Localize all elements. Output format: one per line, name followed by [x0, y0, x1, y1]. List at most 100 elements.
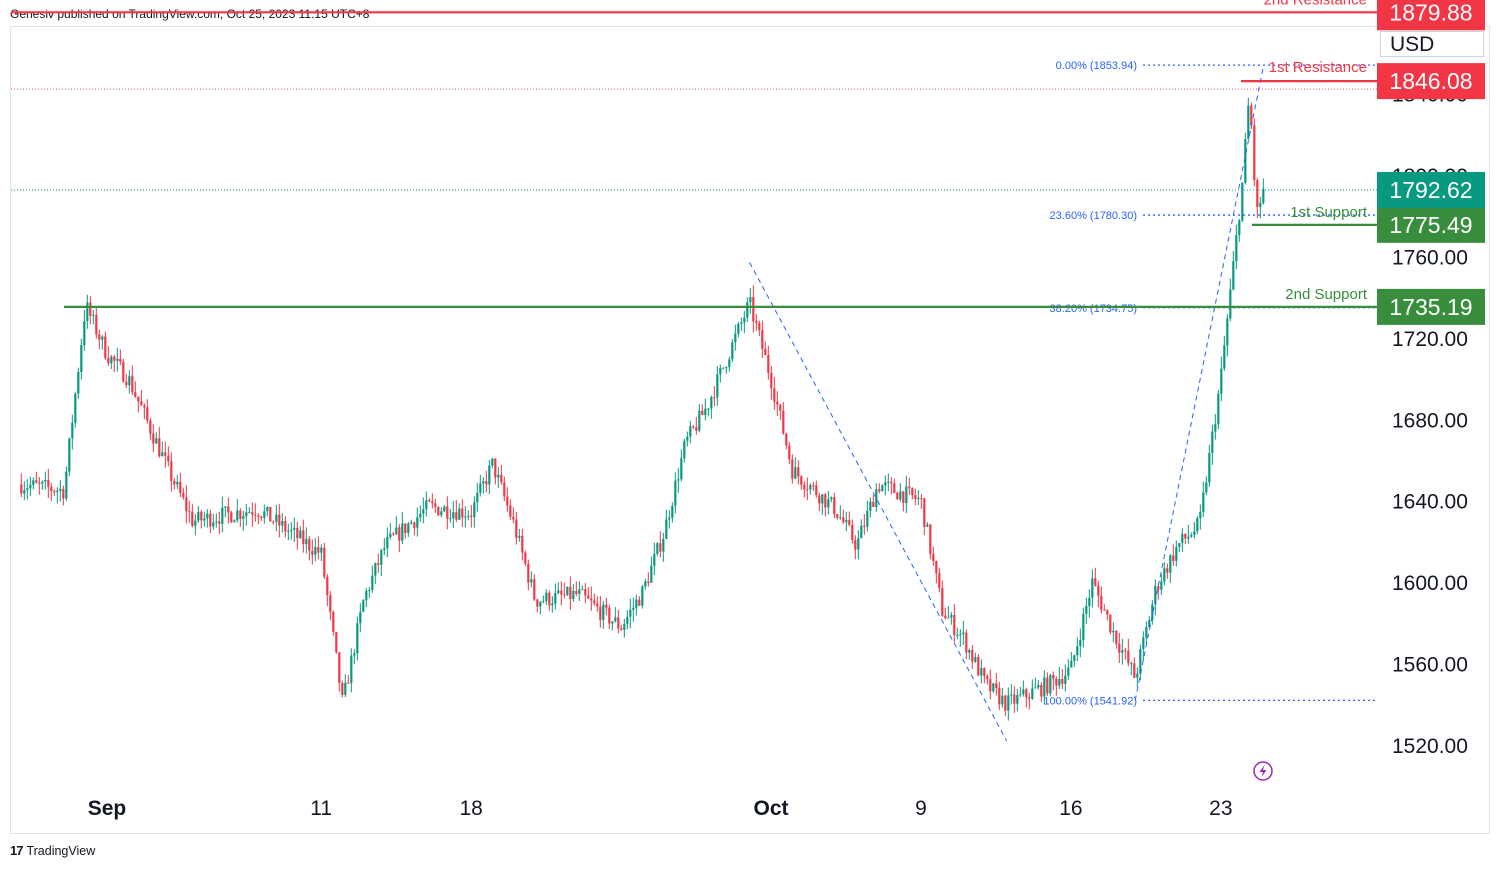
- candle-body: [680, 458, 683, 480]
- candle-body: [851, 524, 854, 541]
- candle: [308, 535, 311, 561]
- candle-body: [788, 445, 791, 460]
- candle: [1076, 637, 1079, 662]
- candle: [86, 294, 89, 329]
- candle: [335, 631, 338, 654]
- candle: [677, 467, 680, 493]
- candle-body: [1157, 586, 1160, 590]
- candle: [722, 367, 725, 370]
- candle-body: [377, 563, 380, 565]
- candle-body: [347, 682, 350, 684]
- candle-body: [1217, 393, 1220, 425]
- candle: [905, 475, 908, 514]
- price-tags: 1879.88 1846.08 1775.49 1735.19 1792.62: [1377, 0, 1485, 325]
- level-label: 2nd Support: [1285, 286, 1368, 303]
- candle: [398, 524, 401, 553]
- candle: [947, 606, 950, 619]
- candle-body: [1022, 689, 1025, 695]
- candle: [1178, 543, 1181, 553]
- candle: [956, 627, 959, 640]
- candle-body: [812, 485, 815, 487]
- candle-body: [356, 623, 359, 654]
- candle: [215, 513, 218, 528]
- candle-body: [254, 514, 257, 516]
- candle: [725, 366, 728, 374]
- candle-body: [524, 552, 527, 564]
- tradingview-logo[interactable]: 17 TradingView: [10, 843, 95, 858]
- candle-body: [173, 480, 176, 485]
- candle: [305, 527, 308, 554]
- candle: [563, 582, 566, 599]
- candle-body: [743, 317, 746, 323]
- candle-body: [1067, 667, 1070, 676]
- candle: [641, 584, 644, 609]
- candle-body: [422, 509, 425, 514]
- replay-lightning-icon[interactable]: [1253, 761, 1273, 781]
- candle: [26, 479, 29, 500]
- candle: [311, 539, 314, 565]
- chart-frame[interactable]: [10, 26, 1490, 834]
- candle: [482, 477, 485, 494]
- candle-body: [203, 518, 206, 521]
- candle-body: [1196, 518, 1199, 532]
- candle: [323, 542, 326, 580]
- candle: [686, 431, 689, 447]
- candle: [665, 509, 668, 540]
- candle-body: [959, 634, 962, 636]
- candle: [53, 489, 56, 496]
- candle: [1151, 600, 1154, 625]
- candle-body: [404, 523, 407, 534]
- candle: [1130, 661, 1133, 676]
- candle: [1208, 445, 1211, 488]
- candle: [791, 454, 794, 484]
- candle-body: [596, 603, 599, 607]
- candle: [1040, 682, 1043, 703]
- candle: [1232, 251, 1235, 291]
- currency-selector[interactable]: USD: [1380, 31, 1484, 57]
- candle: [509, 499, 512, 520]
- candle: [1154, 579, 1157, 616]
- candle-body: [605, 604, 608, 608]
- candle: [716, 366, 719, 406]
- candle: [479, 474, 482, 497]
- candle: [935, 560, 938, 584]
- candle-body: [1184, 533, 1187, 539]
- candle: [974, 652, 977, 664]
- candle: [908, 477, 911, 495]
- candle-body: [188, 511, 191, 513]
- candle: [173, 478, 176, 490]
- candle: [701, 404, 704, 416]
- candle-body: [842, 517, 845, 523]
- candle-body: [1112, 630, 1115, 633]
- candle: [821, 493, 824, 515]
- candle: [782, 402, 785, 435]
- candle: [734, 324, 737, 351]
- candle: [737, 321, 740, 338]
- candle-body: [383, 548, 386, 551]
- candle-body: [1061, 679, 1064, 684]
- candle: [452, 501, 455, 529]
- y-tick-label: 1600.00: [1392, 572, 1468, 595]
- candle-body: [467, 515, 470, 517]
- candle-body: [35, 480, 38, 483]
- candle: [902, 490, 905, 512]
- candle-body: [1040, 684, 1043, 697]
- candle: [593, 593, 596, 606]
- candle-body: [1244, 139, 1247, 183]
- x-axis[interactable]: Sep 11 18 Oct 9 16 23: [88, 797, 1233, 820]
- candle: [656, 542, 659, 556]
- candle-body: [44, 480, 47, 482]
- candle: [707, 407, 710, 417]
- y-axis[interactable]: 1520.00 1560.00 1600.00 1640.00 1680.00 1720.…: [1392, 84, 1468, 759]
- candle: [494, 458, 497, 485]
- candle: [353, 649, 356, 665]
- candle-body: [170, 461, 173, 481]
- candle: [959, 629, 962, 647]
- candle-body: [1136, 673, 1139, 678]
- candle-body: [611, 621, 614, 624]
- candle: [230, 510, 233, 524]
- candle-body: [413, 522, 416, 528]
- candle-body: [266, 507, 269, 512]
- candle: [875, 483, 878, 512]
